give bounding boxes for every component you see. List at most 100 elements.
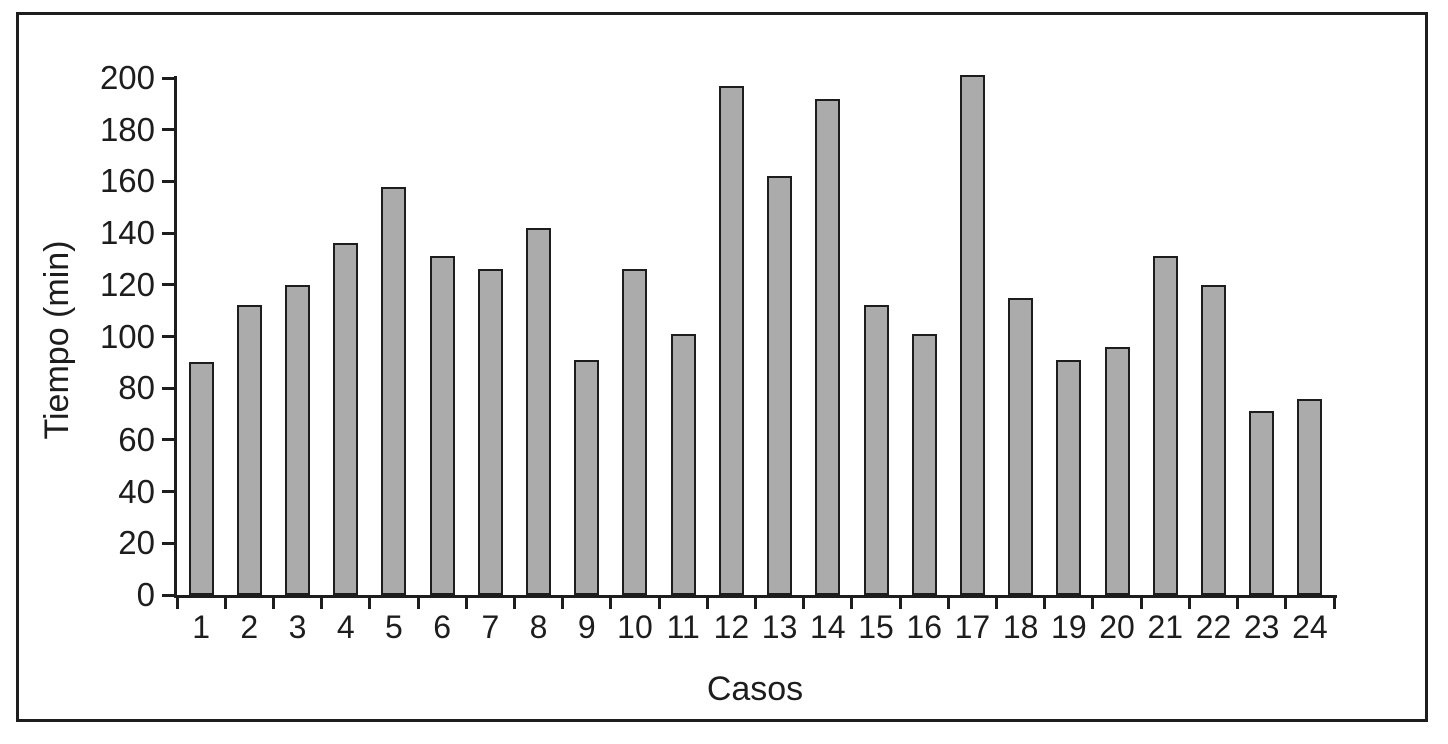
bar-case-23 — [1249, 411, 1275, 595]
x-tick-label: 18 — [1002, 609, 1039, 645]
y-tick — [162, 283, 174, 287]
x-tick-label: 20 — [1099, 609, 1135, 645]
x-tick — [223, 595, 227, 609]
x-tick — [609, 595, 613, 609]
bar-case-4 — [333, 243, 359, 595]
x-tick — [705, 595, 709, 609]
bar-case-20 — [1104, 346, 1130, 595]
y-tick-label: 160 — [99, 162, 155, 200]
x-tick — [271, 595, 275, 609]
y-tick-label: 180 — [99, 110, 155, 148]
y-tick-label: 120 — [99, 265, 155, 303]
x-tick-label: 16 — [906, 609, 943, 645]
figure-frame: 0 20 40 60 80 100 120 140 160 180 200 1 2 3 4 5 6 7 8 9 10 1… — [16, 12, 1428, 722]
y-tick — [162, 231, 174, 235]
x-tick-label: 15 — [858, 609, 894, 645]
x-tick — [1139, 595, 1143, 609]
x-tick-label: 14 — [810, 609, 846, 645]
y-tick-label: 40 — [118, 472, 155, 510]
x-tick-label: 3 — [288, 609, 307, 645]
bar-case-8 — [526, 227, 552, 595]
x-tick-label: 6 — [433, 609, 452, 645]
bar-case-13 — [767, 176, 793, 595]
bar-case-16 — [911, 333, 937, 595]
y-tick — [162, 76, 174, 80]
bar-case-21 — [1152, 256, 1178, 595]
y-tick — [162, 438, 174, 442]
x-tick — [464, 595, 468, 609]
x-tick — [1236, 595, 1240, 609]
x-tick-label: 9 — [577, 609, 596, 645]
x-tick-label: 23 — [1243, 609, 1280, 645]
x-tick-label: 12 — [713, 609, 750, 645]
y-tick — [162, 541, 174, 545]
x-tick-label: 19 — [1051, 609, 1087, 645]
x-tick — [850, 595, 854, 609]
x-axis-title: Casos — [706, 670, 804, 708]
bar-case-6 — [429, 256, 455, 595]
x-tick — [416, 595, 420, 609]
x-tick-label: 10 — [617, 609, 653, 645]
x-tick-label: 8 — [529, 609, 548, 645]
bar-case-19 — [1056, 359, 1082, 595]
x-tick — [754, 595, 757, 609]
y-tick-label: 80 — [118, 369, 155, 407]
bar-case-10 — [622, 269, 648, 595]
bar-case-18 — [1008, 297, 1034, 595]
bar-case-7 — [477, 269, 503, 595]
x-tick — [175, 595, 179, 609]
x-tick — [1043, 595, 1047, 609]
bar-case-2 — [236, 305, 262, 595]
bar-case-17 — [959, 75, 985, 595]
x-tick-label: 1 — [192, 609, 210, 645]
y-axis-title: Tiempo (min) — [38, 240, 76, 440]
x-tick — [1187, 595, 1191, 609]
plot-area: 0 20 40 60 80 100 120 140 160 180 200 1 2 3 4 5 6 7 8 9 10 1… — [100, 59, 1337, 645]
y-tick — [162, 128, 174, 132]
x-tick — [1284, 595, 1288, 609]
x-tick-label: 22 — [1195, 609, 1232, 645]
x-tick-label: 21 — [1147, 609, 1184, 645]
x-tick-label: 4 — [336, 609, 355, 645]
y-tick-label: 100 — [99, 317, 155, 355]
y-tick-label: 140 — [99, 214, 155, 252]
bar-case-11 — [670, 333, 696, 595]
y-tick-label: 200 — [99, 59, 155, 96]
y-tick-label: 0 — [136, 576, 155, 613]
x-tick-label: 5 — [385, 609, 403, 645]
bar-case-14 — [815, 98, 841, 595]
x-tick — [320, 595, 324, 609]
bar-case-15 — [863, 305, 889, 595]
x-tick — [802, 595, 806, 609]
bar-case-3 — [285, 284, 311, 595]
x-tick-label: 11 — [666, 609, 700, 645]
x-tick-label: 24 — [1292, 609, 1328, 645]
bar-case-5 — [381, 186, 407, 595]
y-tick — [162, 490, 174, 494]
x-tick — [1332, 595, 1336, 609]
bar-case-24 — [1297, 398, 1323, 595]
x-tick — [1091, 595, 1095, 609]
x-tick — [898, 595, 902, 609]
bar-case-22 — [1200, 284, 1226, 595]
x-tick — [946, 595, 950, 609]
y-tick — [162, 593, 174, 597]
bar-case-9 — [574, 359, 600, 595]
y-tick — [162, 335, 174, 338]
y-tick — [162, 179, 174, 183]
y-axis-line — [174, 76, 177, 598]
bar-case-1 — [188, 362, 214, 595]
x-tick — [368, 595, 372, 609]
x-tick-label: 2 — [240, 609, 259, 645]
y-tick-label: 20 — [118, 524, 155, 562]
x-tick-label: 17 — [954, 609, 991, 645]
y-tick — [162, 386, 174, 390]
y-tick-label: 60 — [118, 420, 155, 458]
x-tick — [512, 595, 516, 609]
x-tick — [995, 595, 999, 609]
x-tick — [657, 595, 661, 609]
x-tick-label: 13 — [761, 609, 798, 645]
x-tick-label: 7 — [481, 609, 500, 645]
x-tick — [561, 595, 565, 609]
bar-case-12 — [718, 85, 744, 595]
